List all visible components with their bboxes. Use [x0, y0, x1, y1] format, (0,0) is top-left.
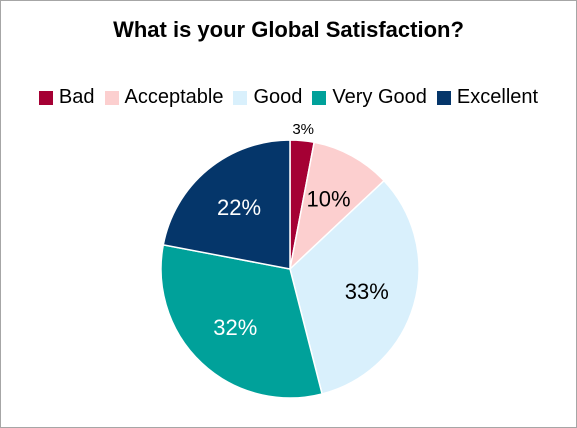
legend-item-excellent: Excellent — [436, 86, 539, 109]
legend-swatch-very-good — [312, 90, 327, 105]
legend-item-bad: Bad — [38, 86, 95, 109]
data-label-bad: 3% — [292, 121, 314, 138]
legend-swatch-excellent — [436, 90, 451, 105]
data-label-very-good: 32% — [213, 315, 257, 340]
data-label-excellent: 22% — [217, 195, 261, 220]
pie-slice-good — [289, 179, 420, 395]
data-label-acceptable: 10% — [307, 186, 351, 211]
pie-slice-excellent — [162, 139, 291, 270]
legend-swatch-acceptable — [104, 90, 119, 105]
pie-slice-acceptable — [288, 141, 386, 272]
pie-slice-very-good — [160, 243, 323, 399]
legend-item-acceptable: Acceptable — [104, 86, 224, 109]
legend-label-very-good: Very Good — [332, 86, 427, 108]
chart-legend: Bad Acceptable Good Very Good Excellent — [0, 86, 577, 109]
legend-item-very-good: Very Good — [312, 86, 427, 109]
data-label-good: 33% — [345, 279, 389, 304]
legend-swatch-good — [233, 90, 248, 105]
legend-item-good: Good — [233, 86, 302, 109]
legend-label-acceptable: Acceptable — [124, 86, 224, 108]
legend-label-bad: Bad — [58, 86, 95, 108]
legend-label-good: Good — [253, 86, 303, 108]
legend-label-excellent: Excellent — [456, 86, 539, 108]
legend-swatch-bad — [38, 90, 53, 105]
chart-title: What is your Global Satisfaction? — [113, 17, 464, 42]
